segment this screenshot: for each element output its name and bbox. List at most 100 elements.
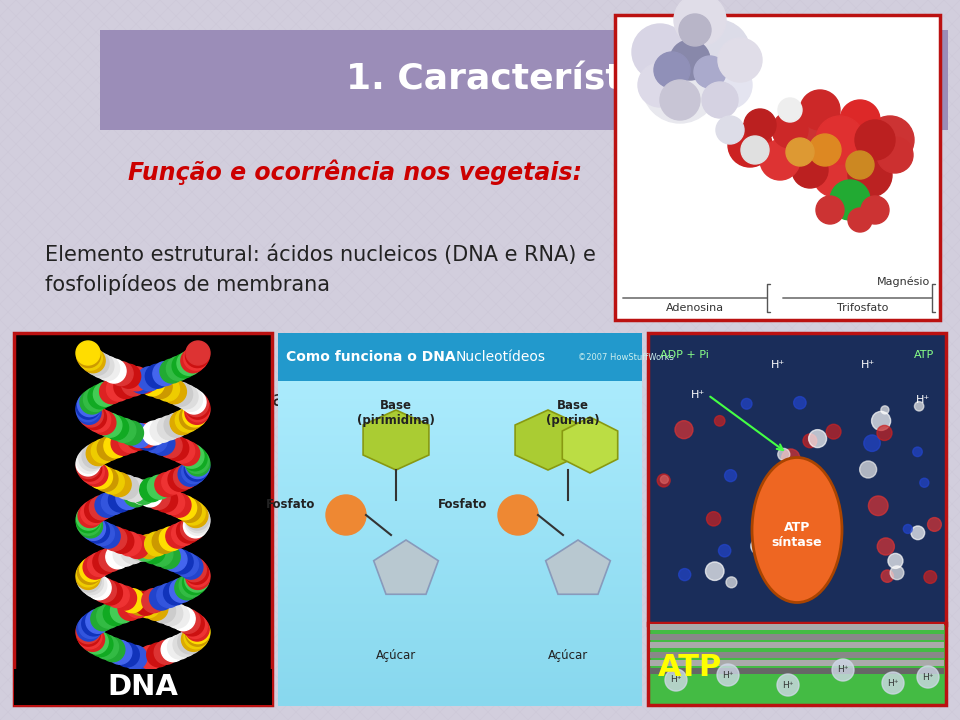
Circle shape [102,359,126,383]
Circle shape [116,485,140,510]
Circle shape [104,602,128,626]
Bar [278,693,642,695]
Bar [278,641,642,642]
Circle shape [150,586,174,610]
Circle shape [77,511,101,535]
Bar [278,377,642,379]
FancyBboxPatch shape [648,623,946,705]
Bar [278,680,642,682]
Bar [278,647,642,649]
Circle shape [129,537,153,561]
Circle shape [110,599,134,623]
Circle shape [98,413,122,437]
Bar [278,619,642,621]
Circle shape [163,547,187,572]
Circle shape [117,364,141,388]
Bar [278,405,642,407]
Bar [278,598,642,600]
Bar [278,500,642,502]
Circle shape [172,521,196,546]
Circle shape [77,449,101,473]
Circle shape [77,568,101,592]
Circle shape [813,153,857,197]
Circle shape [144,596,168,621]
Bar [278,508,642,510]
Circle shape [180,516,204,541]
Circle shape [165,604,189,628]
Circle shape [84,498,108,523]
Bar [278,485,642,487]
Bar [278,682,642,683]
Circle shape [77,343,101,368]
Bar [278,361,642,362]
Circle shape [183,346,207,370]
Bar [278,569,642,570]
Circle shape [80,390,104,414]
Circle shape [704,61,752,109]
Circle shape [145,532,169,556]
Circle shape [877,137,913,173]
Circle shape [920,478,929,487]
Circle shape [176,441,200,466]
Circle shape [881,570,894,582]
Circle shape [83,573,107,597]
Circle shape [660,475,668,483]
Circle shape [679,14,711,46]
Circle shape [183,447,207,471]
Bar [278,333,642,335]
Circle shape [96,524,120,548]
Bar [650,668,944,674]
Circle shape [185,511,209,535]
Bar [278,436,642,438]
Bar [278,575,642,577]
Circle shape [162,470,186,494]
Bar [278,551,642,552]
Circle shape [179,462,203,486]
Circle shape [130,369,154,393]
Text: Fosfato: Fosfato [266,498,316,511]
Circle shape [157,416,181,440]
Circle shape [638,63,682,107]
Circle shape [147,643,171,667]
Text: ATP: ATP [914,350,934,360]
Circle shape [131,648,155,672]
Circle shape [155,472,179,497]
Bar [278,696,642,698]
Bar [278,528,642,529]
Circle shape [119,428,143,453]
Circle shape [670,40,710,80]
Circle shape [143,428,167,453]
Circle shape [498,495,538,535]
Bar [278,389,642,390]
Circle shape [694,56,726,88]
Bar [278,544,642,546]
Circle shape [113,542,137,566]
Bar [278,646,642,647]
Circle shape [913,447,923,456]
Bar [278,394,642,395]
Circle shape [93,550,117,574]
Bar [650,652,944,658]
Bar [278,546,642,547]
Circle shape [126,594,150,618]
Circle shape [149,542,173,566]
Circle shape [156,377,180,401]
Circle shape [176,408,200,432]
Circle shape [91,607,115,631]
Bar [278,524,642,526]
Circle shape [180,573,204,597]
Circle shape [751,537,768,555]
Text: Nucleotídeos: Nucleotídeos [456,350,546,364]
Circle shape [79,346,103,370]
Circle shape [185,617,209,641]
Bar [278,425,642,426]
Circle shape [106,583,130,608]
Circle shape [145,364,169,388]
FancyBboxPatch shape [14,333,272,705]
Bar [278,513,642,515]
Circle shape [864,435,880,451]
Circle shape [180,405,204,430]
Circle shape [118,596,142,621]
Bar [278,488,642,490]
Circle shape [156,583,180,608]
